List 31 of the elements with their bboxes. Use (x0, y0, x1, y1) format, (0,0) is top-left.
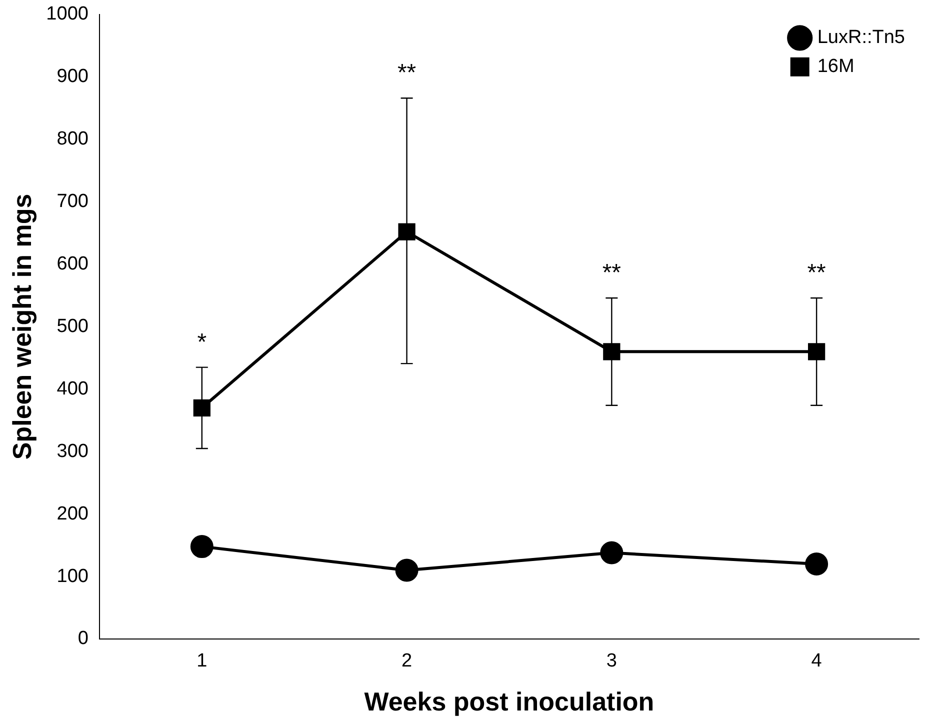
y-tick-label: 0 (78, 628, 88, 650)
y-tick-label: 200 (56, 503, 88, 524)
point (193, 399, 210, 416)
x-axis-title: Weeks post inoculation (364, 686, 654, 717)
x-tick-label: 3 (606, 650, 617, 672)
x-tick-label: 4 (811, 650, 822, 672)
y-tick-label: 600 (56, 253, 88, 274)
point (603, 343, 620, 360)
annotation: * (197, 328, 207, 356)
annotation: ** (397, 60, 416, 87)
point (398, 223, 416, 240)
x-tick-label: 1 (196, 650, 208, 672)
point (808, 343, 826, 360)
x-tick-label: 2 (402, 650, 412, 672)
y-tick-label: 500 (56, 316, 88, 337)
legend-label: 16M (817, 56, 854, 78)
point (190, 535, 214, 558)
y-tick-label: 400 (56, 378, 88, 400)
point (600, 541, 624, 564)
point (395, 558, 418, 582)
y-tick-label: 900 (56, 66, 88, 88)
annotation: ** (602, 260, 622, 287)
legend-label: LuxR::Tn5 (817, 27, 906, 48)
y-tick-label: 700 (56, 191, 88, 212)
y-tick-label: 800 (56, 128, 88, 150)
y-tick-label: 300 (56, 440, 88, 462)
annotation: ** (807, 260, 826, 287)
y-tick-label: 100 (56, 566, 88, 587)
y-tick-label: 1000 (46, 4, 88, 25)
y-axis-title: Spleen weight in mgs (6, 194, 37, 460)
point (805, 552, 828, 576)
